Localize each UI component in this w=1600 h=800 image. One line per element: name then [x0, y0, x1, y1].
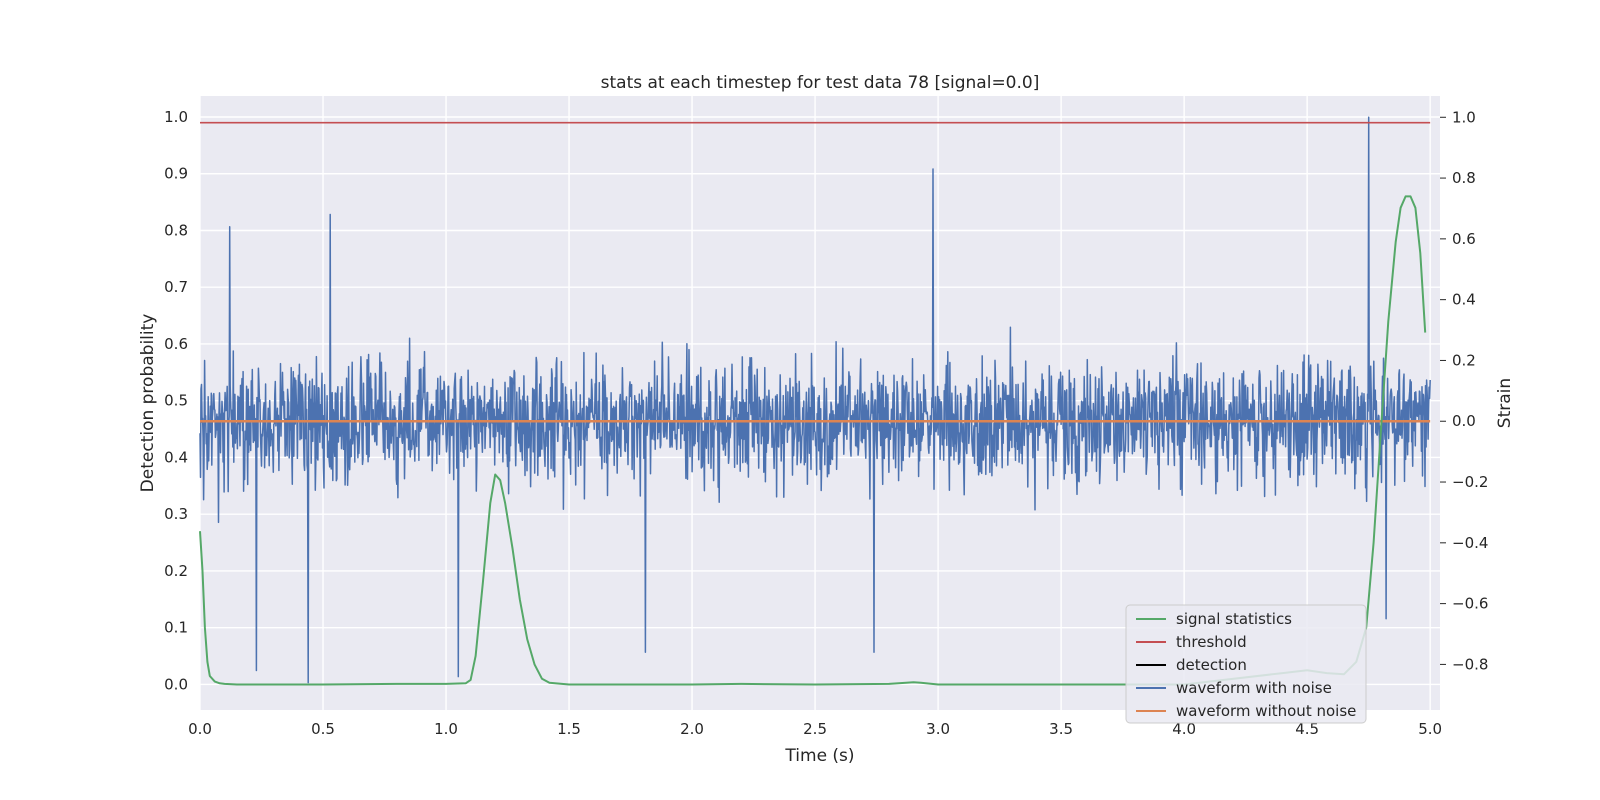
series-signal-statistics	[199, 195, 1427, 686]
right-y-axis-label: Strain	[1495, 378, 1515, 428]
right-y-tick-label: −0.6	[1452, 595, 1488, 613]
left-y-tick-label: 0.5	[164, 392, 188, 410]
right-y-tick-label: 0.4	[1452, 291, 1476, 309]
x-tick-label: 2.0	[680, 720, 704, 738]
x-tick-label: 4.0	[1172, 720, 1196, 738]
right-y-tick-label: −0.4	[1452, 534, 1488, 552]
chart-title: stats at each timestep for test data 78 …	[601, 73, 1040, 93]
series-layer	[199, 116, 1431, 686]
x-tick-label: 4.5	[1295, 720, 1319, 738]
left-y-tick-label: 0.0	[164, 675, 188, 693]
left-y-tick-label: 0.2	[164, 562, 188, 580]
right-y-tick-label: 1.0	[1452, 108, 1476, 126]
right-y-tick-label: 0.8	[1452, 169, 1476, 187]
left-y-axis: 0.0 0.1 0.2 0.3 0.4 0.5 0.6 0.7 0.8 0.9 1.0	[164, 108, 188, 693]
legend-label: threshold	[1176, 633, 1247, 651]
series-waveform-with-noise	[199, 116, 1431, 684]
x-axis: 0.0 0.5 1.0 1.5 2.0 2.5 3.0 3.5 4.0 4.5 5.0	[188, 720, 1442, 738]
x-axis-label: Time (s)	[784, 746, 854, 766]
legend-label: waveform with noise	[1176, 679, 1332, 697]
legend-label: signal statistics	[1176, 610, 1292, 628]
x-tick-label: 2.5	[803, 720, 827, 738]
left-y-axis-label: Detection probability	[138, 314, 158, 493]
right-y-tick-label: −0.8	[1452, 655, 1488, 673]
right-y-tick-label: −0.2	[1452, 473, 1488, 491]
left-y-tick-label: 1.0	[164, 108, 188, 126]
right-y-tick-label: 0.2	[1452, 351, 1476, 369]
x-tick-label: 5.0	[1418, 720, 1442, 738]
left-y-tick-label: 0.7	[164, 278, 188, 296]
legend: signal statistics threshold detection wavef…	[1125, 604, 1367, 724]
left-y-tick-label: 0.9	[164, 165, 188, 183]
x-tick-label: 0.0	[188, 720, 212, 738]
x-tick-label: 3.0	[926, 720, 950, 738]
left-y-tick-label: 0.3	[164, 505, 188, 523]
legend-box	[1125, 604, 1367, 724]
x-tick-label: 1.5	[557, 720, 581, 738]
legend-label: detection	[1176, 656, 1247, 674]
legend-label: waveform without noise	[1176, 702, 1356, 720]
right-y-tick-label: 0.0	[1452, 412, 1476, 430]
left-y-tick-label: 0.4	[164, 448, 188, 466]
right-y-tick-label: 0.6	[1452, 230, 1476, 248]
left-y-tick-label: 0.1	[164, 619, 188, 637]
x-tick-label: 1.0	[434, 720, 458, 738]
x-tick-label: 3.5	[1049, 720, 1073, 738]
left-y-tick-label: 0.6	[164, 335, 188, 353]
x-tick-label: 0.5	[311, 720, 335, 738]
right-y-axis: −0.8 −0.6 −0.4 −0.2 0.0 0.2 0.4 0.6 0.8 1.0	[1440, 108, 1488, 673]
left-y-tick-label: 0.8	[164, 221, 188, 239]
